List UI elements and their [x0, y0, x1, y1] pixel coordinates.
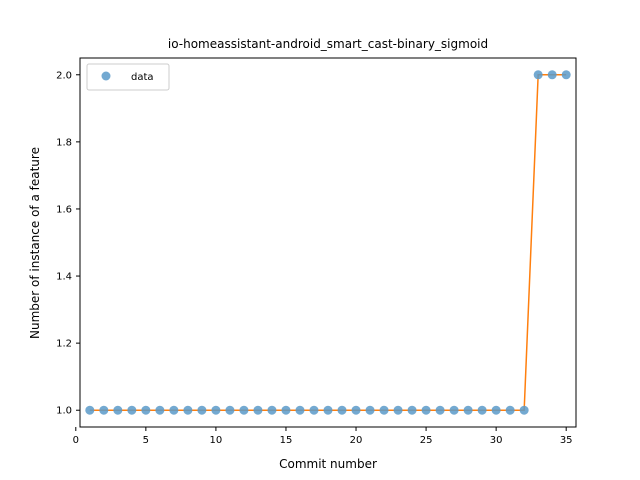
- y-tick-label: 1.2: [56, 339, 72, 350]
- x-tick-label: 10: [210, 435, 223, 446]
- data-point: [211, 405, 221, 415]
- y-axis: 1.0 1.2 1.4 1.6 1.8 2.0: [56, 70, 80, 417]
- data-point: [127, 405, 137, 415]
- data-point: [351, 405, 361, 415]
- data-point: [197, 405, 207, 415]
- data-point: [253, 405, 263, 415]
- data-point: [449, 405, 459, 415]
- data-point: [505, 405, 515, 415]
- y-tick-label: 1.6: [56, 204, 72, 215]
- data-point: [561, 70, 571, 80]
- legend: data: [86, 63, 170, 91]
- x-tick-label: 30: [490, 435, 503, 446]
- data-point: [113, 405, 123, 415]
- data-point: [491, 405, 501, 415]
- x-tick-label: 0: [73, 435, 79, 446]
- data-point: [239, 405, 249, 415]
- legend-label-data: data: [131, 72, 154, 83]
- data-point: [99, 405, 109, 415]
- x-tick-label: 20: [350, 435, 363, 446]
- x-tick-label: 35: [560, 435, 573, 446]
- data-point: [379, 405, 389, 415]
- x-tick-label: 5: [143, 435, 149, 446]
- y-tick-label: 1.8: [56, 137, 72, 148]
- plot-area: [80, 58, 576, 427]
- data-point: [393, 405, 403, 415]
- data-point: [295, 405, 305, 415]
- data-point: [183, 405, 193, 415]
- data-point: [519, 405, 529, 415]
- data-point: [141, 405, 151, 415]
- y-axis-label: Number of instance of a feature: [28, 147, 42, 339]
- y-tick-label: 1.4: [56, 272, 72, 283]
- plot-frame: [79, 57, 577, 428]
- data-point: [421, 405, 431, 415]
- x-tick-label: 15: [280, 435, 293, 446]
- data-point: [169, 405, 179, 415]
- x-tick-label: 25: [420, 435, 433, 446]
- legend-box: [86, 63, 170, 91]
- data-point: [155, 405, 165, 415]
- legend-marker-data: [101, 71, 111, 81]
- data-point: [281, 405, 291, 415]
- y-tick-label: 1.0: [56, 406, 72, 417]
- data-point: [337, 405, 347, 415]
- data-point: [267, 405, 277, 415]
- data-point: [85, 405, 95, 415]
- data-point: [435, 405, 445, 415]
- y-tick-label: 2.0: [56, 70, 72, 81]
- data-point: [477, 405, 487, 415]
- x-axis: 0 5 10 15 20 25 30 35: [73, 427, 573, 446]
- data-point: [463, 405, 473, 415]
- x-axis-label: Commit number: [279, 457, 377, 471]
- data-point: [225, 405, 235, 415]
- data-point: [547, 70, 557, 80]
- data-point: [533, 70, 543, 80]
- series-points-group: [85, 70, 571, 415]
- chart-title: io-homeassistant-android_smart_cast-bina…: [168, 37, 488, 51]
- data-point: [365, 405, 375, 415]
- data-point: [407, 405, 417, 415]
- data-point: [309, 405, 319, 415]
- data-point: [323, 405, 333, 415]
